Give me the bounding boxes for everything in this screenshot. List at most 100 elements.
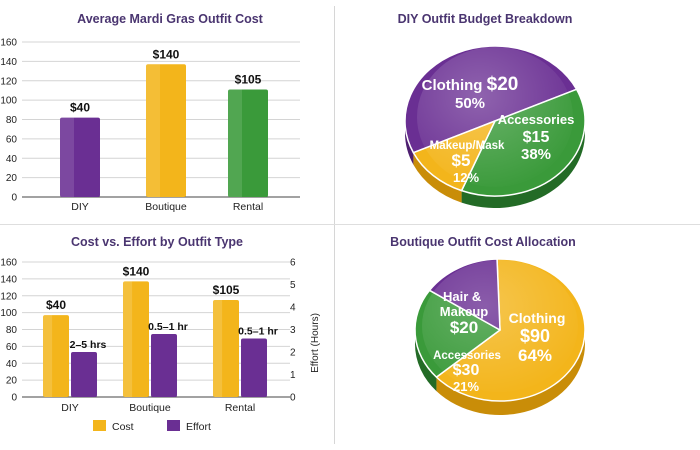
cost-vs-effort-chart: Cost vs. Effort by Outfit Type 020406080… bbox=[0, 235, 321, 433]
bar-group-boutique bbox=[123, 281, 177, 397]
bar-effort bbox=[151, 334, 177, 397]
pie-side-accessories bbox=[461, 121, 585, 209]
x-tick-label: DIY bbox=[71, 201, 89, 213]
bar-cost bbox=[43, 315, 69, 397]
y-tick-label: 100 bbox=[0, 308, 17, 319]
bar-group-diy bbox=[43, 315, 97, 397]
bar-rental bbox=[228, 89, 268, 197]
slice-amount-makeup: $5 bbox=[452, 151, 471, 170]
bar-effort bbox=[241, 338, 267, 397]
y-tick-label: 120 bbox=[0, 76, 17, 87]
y-tick-label: 40 bbox=[6, 359, 18, 370]
chart-title: Cost vs. Effort by Outfit Type bbox=[71, 235, 243, 249]
x-tick-label: Boutique bbox=[145, 201, 187, 213]
pie-side-makeup-mask bbox=[413, 152, 462, 203]
y2-tick-label: 1 bbox=[290, 370, 296, 381]
y-tick-label: 160 bbox=[0, 38, 17, 49]
bar-data-label-cost: $140 bbox=[123, 264, 150, 278]
bar-data-label: $105 bbox=[235, 72, 262, 86]
x-tick-label: DIY bbox=[61, 402, 79, 414]
slice-amount-accessories: $15 bbox=[523, 129, 550, 146]
slice-amount-hair: $20 bbox=[450, 318, 478, 337]
y-tick-label: 80 bbox=[6, 325, 18, 336]
bar-data-label-effort: 2–5 hrs bbox=[70, 339, 107, 351]
pie-shine bbox=[417, 47, 573, 187]
bar-diy bbox=[60, 117, 100, 197]
legend: Cost Effort bbox=[93, 420, 211, 433]
slice-label-makeup: Makeup/Mask bbox=[430, 140, 505, 152]
slice-percent-clothing: 64% bbox=[518, 346, 552, 365]
x-tick-label: Rental bbox=[225, 402, 255, 414]
slice-label-clothing: Clothing bbox=[509, 310, 566, 326]
vertical-divider bbox=[334, 6, 335, 444]
y-tick-label: 0 bbox=[11, 393, 17, 404]
chart-title: DIY Outfit Budget Breakdown bbox=[398, 12, 573, 26]
y-tick-label: 120 bbox=[0, 291, 17, 302]
bar-data-label: $140 bbox=[153, 47, 180, 61]
avg-outfit-cost-chart: Average Mardi Gras Outfit Cost 0 20 40 60 80… bbox=[0, 12, 300, 213]
y2-tick-label: 2 bbox=[290, 348, 296, 359]
y-tick-label: 80 bbox=[6, 115, 18, 126]
y-tick-label: 140 bbox=[0, 57, 17, 68]
bar-highlight bbox=[60, 117, 74, 197]
bar bbox=[60, 117, 100, 197]
y2-tick-label: 5 bbox=[290, 280, 296, 291]
chart-title: Average Mardi Gras Outfit Cost bbox=[77, 12, 264, 26]
slice-label-hair: Hair & Makeup bbox=[440, 289, 488, 319]
slice-percent-makeup: 12% bbox=[453, 170, 479, 185]
bar-group-rental bbox=[213, 299, 267, 397]
y-tick-label: 160 bbox=[0, 258, 17, 269]
bar-data-label-cost: $105 bbox=[213, 283, 240, 297]
y-tick-label: 20 bbox=[6, 376, 18, 387]
y2-axis-label: Effort (Hours) bbox=[310, 313, 321, 373]
slice-label-accessories: Accessories bbox=[433, 350, 501, 362]
slice-amount-clothing: $90 bbox=[520, 326, 550, 346]
bar-highlight bbox=[43, 315, 53, 397]
boutique-cost-pie-chart: Boutique Outfit Cost Allocation Clothing… bbox=[390, 235, 586, 415]
x-tick-label: Boutique bbox=[129, 402, 171, 414]
legend-label-cost: Cost bbox=[112, 421, 134, 433]
y2-tick-label: 3 bbox=[290, 325, 296, 336]
y-tick-label: 20 bbox=[6, 173, 18, 184]
y2-tick-label: 0 bbox=[290, 393, 296, 404]
y-tick-label: 60 bbox=[6, 342, 18, 353]
pie-shine bbox=[422, 260, 578, 392]
legend-swatch-effort bbox=[167, 420, 180, 431]
y2-tick-label: 6 bbox=[290, 258, 296, 269]
diy-budget-pie-chart: DIY Outfit Budget Breakdown Clothing $20… bbox=[398, 12, 586, 209]
y-tick-label: 60 bbox=[6, 134, 18, 145]
x-tick-label: Rental bbox=[233, 201, 263, 213]
bar bbox=[228, 89, 268, 197]
bar-boutique bbox=[146, 64, 186, 197]
y-tick-label: 40 bbox=[6, 154, 18, 165]
slice-percent-clothing: 50% bbox=[455, 95, 485, 112]
bar-data-label: $40 bbox=[70, 101, 90, 115]
bar-effort bbox=[71, 352, 97, 397]
bar-highlight bbox=[123, 281, 133, 397]
slice-label-clothing: Clothing $20 bbox=[422, 74, 519, 95]
bar-data-label-cost: $40 bbox=[46, 298, 66, 312]
bar-data-label-effort: 0.5–1 hr bbox=[238, 326, 278, 338]
horizontal-divider bbox=[0, 224, 700, 225]
bar-data-label-effort: 0.5–1 hr bbox=[148, 321, 188, 333]
y-tick-label: 100 bbox=[0, 96, 17, 107]
bar-highlight bbox=[213, 299, 223, 397]
y-tick-label: 0 bbox=[11, 193, 17, 204]
legend-label-effort: Effort bbox=[186, 421, 211, 433]
pie-side-clothing bbox=[436, 330, 585, 415]
slice-percent-accessories: 21% bbox=[453, 379, 479, 394]
y2-tick-label: 4 bbox=[290, 303, 296, 314]
pie-side-clothing bbox=[405, 121, 414, 165]
slice-label-accessories: Accessories bbox=[498, 112, 575, 127]
bar-highlight bbox=[228, 89, 242, 197]
bar-cost bbox=[123, 281, 149, 397]
chart-title: Boutique Outfit Cost Allocation bbox=[390, 235, 576, 249]
slice-percent-accessories: 38% bbox=[521, 146, 551, 163]
y-tick-label: 140 bbox=[0, 274, 17, 285]
bar bbox=[146, 64, 186, 197]
bar-highlight bbox=[146, 64, 160, 197]
slice-amount-accessories: $30 bbox=[453, 362, 480, 379]
pie-side-accessories bbox=[415, 330, 437, 392]
legend-swatch-cost bbox=[93, 420, 106, 431]
bar-cost bbox=[213, 299, 239, 397]
